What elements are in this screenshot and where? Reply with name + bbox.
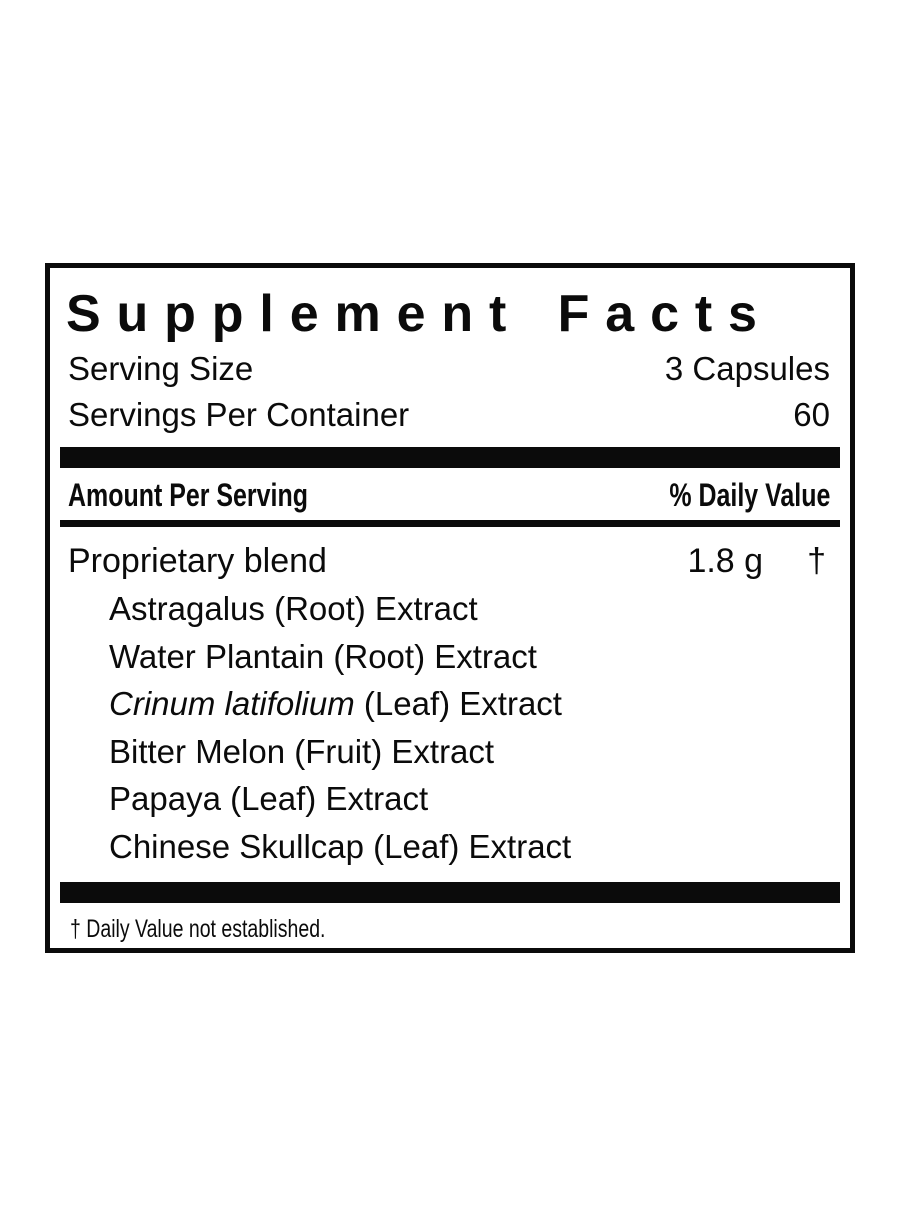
panel-title: Supplement Facts (66, 285, 773, 343)
ingredient-text: Bitter Melon (Fruit) Extract (109, 732, 495, 770)
ingredient-item: Bitter Melon (Fruit) Extract (109, 728, 840, 776)
amount-per-serving-header: Amount Per Serving (68, 477, 308, 513)
servings-per-container-label: Servings Per Container (68, 396, 410, 433)
proprietary-blend-name: Proprietary blend (68, 542, 327, 580)
ingredient-item: Astragalus (Root) Extract (109, 585, 840, 633)
percent-daily-value-header: % Daily Value (669, 477, 830, 513)
ingredient-text: (Leaf) Extract (354, 685, 562, 722)
supplement-facts-panel: Supplement Facts Serving Size 3 Capsules… (45, 263, 855, 953)
servings-per-container-value: 60 (793, 396, 830, 433)
serving-size-value: 3 Capsules (664, 350, 830, 387)
blend-amount-group: 1.8 g † (687, 539, 826, 583)
blend-amount: 1.8 g (687, 542, 764, 580)
thick-divider-bottom (60, 882, 840, 903)
servings-per-container-row: Servings Per Container 60 (60, 392, 840, 438)
proprietary-blend-row: Proprietary blend 1.8 g † (60, 527, 840, 583)
dagger-symbol: † (807, 542, 826, 580)
footnote-row: † Daily Value not established. (60, 903, 840, 945)
thick-divider-top (60, 447, 840, 468)
ingredient-list: Astragalus (Root) Extract Water Plantain… (60, 583, 840, 870)
ingredient-item: Chinese Skullcap (Leaf) Extract (109, 823, 840, 871)
serving-size-label: Serving Size (68, 350, 254, 387)
ingredient-text: Papaya (Leaf) Extract (109, 780, 429, 817)
thin-divider (60, 520, 840, 527)
ingredient-item: Papaya (Leaf) Extract (109, 775, 840, 823)
ingredient-text: Chinese Skullcap (Leaf) Extract (109, 827, 572, 865)
ingredient-text: Astragalus (Root) Extract (109, 590, 478, 627)
ingredient-text: Water Plantain (Root) Extract (109, 637, 537, 675)
ingredient-item: Crinum latifolium (Leaf) Extract (109, 680, 840, 728)
ingredient-latin-name: Crinum latifolium (109, 685, 355, 722)
column-header-row: Amount Per Serving % Daily Value (60, 468, 840, 520)
daily-value-footnote: † Daily Value not established. (70, 915, 326, 943)
ingredient-item: Water Plantain (Root) Extract (109, 633, 840, 681)
serving-size-row: Serving Size 3 Capsules (60, 346, 840, 392)
